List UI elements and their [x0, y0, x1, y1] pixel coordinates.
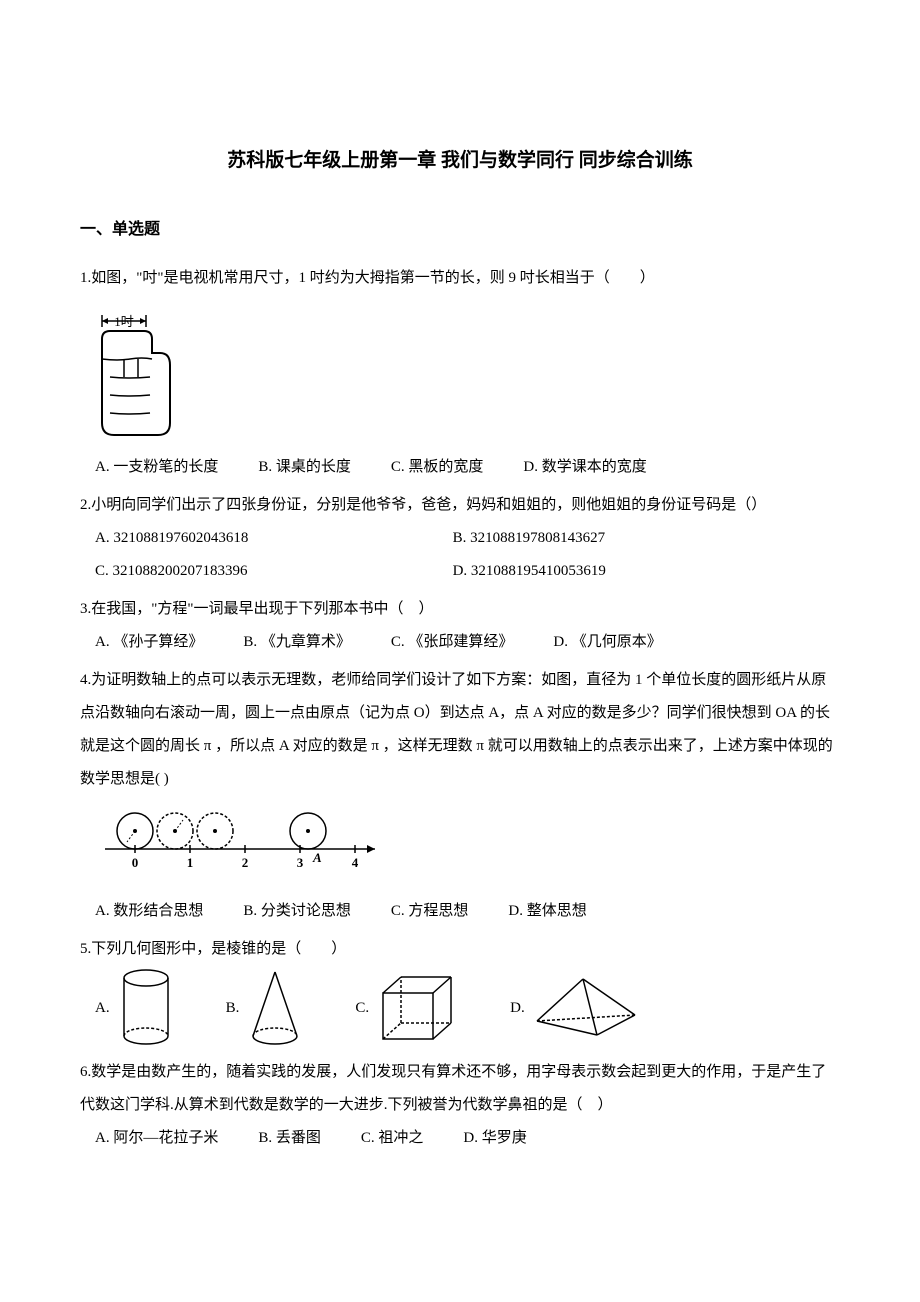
q4-optC: C. 方程思想 — [391, 895, 469, 928]
svg-text:1: 1 — [187, 855, 194, 870]
q5-optB-label: B. — [226, 992, 240, 1025]
svg-text:2: 2 — [242, 855, 249, 870]
pyramid-icon — [531, 973, 641, 1043]
question-6: 6.数学是由数产生的，随着实践的发展，人们发现只有算术还不够，用字母表示数会起到… — [80, 1056, 840, 1155]
svg-text:3: 3 — [297, 855, 304, 870]
q4-optD: D. 整体思想 — [508, 895, 586, 928]
q2-text: 2.小明向同学们出示了四张身份证，分别是他爷爷，爸爸，妈妈和姐姐的，则他姐姐的身… — [80, 489, 840, 522]
svg-text:A: A — [312, 850, 322, 865]
q1-optA: A. 一支粉笔的长度 — [95, 451, 218, 484]
q6-optA: A. 阿尔—花拉子米 — [95, 1122, 218, 1155]
q5-options: A. B. C. — [80, 966, 840, 1051]
q2-options: A. 321088197602043618 B. 321088197808143… — [80, 522, 840, 588]
q2-optD: D. 321088195410053619 — [453, 555, 811, 588]
q4-figure: 0 1 2 3 4 A — [95, 804, 840, 887]
q5-optB: B. — [226, 966, 306, 1051]
q6-text: 6.数学是由数产生的，随着实践的发展，人们发现只有算术还不够，用字母表示数会起到… — [80, 1056, 840, 1122]
q5-optA-label: A. — [95, 992, 110, 1025]
q5-optA: A. — [95, 966, 176, 1051]
q4-text: 4.为证明数轴上的点可以表示无理数，老师给同学们设计了如下方案：如图，直径为 1… — [80, 664, 840, 796]
q3-optA: A. 《孙子算经》 — [95, 626, 203, 659]
q6-optC: C. 祖冲之 — [361, 1122, 424, 1155]
q4-options: A. 数形结合思想 B. 分类讨论思想 C. 方程思想 D. 整体思想 — [80, 895, 840, 928]
q5-optD-label: D. — [510, 992, 525, 1025]
q2-optB: B. 321088197808143627 — [453, 522, 811, 555]
q3-optB: B. 《九章算术》 — [243, 626, 351, 659]
question-5: 5.下列几何图形中，是棱锥的是（ ） A. B. C. — [80, 933, 840, 1051]
q6-options: A. 阿尔—花拉子米 B. 丢番图 C. 祖冲之 D. 华罗庚 — [80, 1122, 840, 1155]
cube-icon — [375, 971, 460, 1046]
q5-optC-label: C. — [355, 992, 369, 1025]
q1-options: A. 一支粉笔的长度 B. 课桌的长度 C. 黑板的宽度 D. 数学课本的宽度 — [80, 451, 840, 484]
q3-optC: C. 《张邱建算经》 — [391, 626, 514, 659]
question-1: 1.如图，"吋"是电视机常用尺寸，1 吋约为大拇指第一节的长，则 9 吋长相当于… — [80, 262, 840, 484]
cone-icon — [245, 966, 305, 1051]
cylinder-icon — [116, 966, 176, 1051]
q2-optA: A. 321088197602043618 — [95, 522, 453, 555]
svg-text:0: 0 — [132, 855, 139, 870]
q4-optA: A. 数形结合思想 — [95, 895, 203, 928]
q1-optC: C. 黑板的宽度 — [391, 451, 484, 484]
question-4: 4.为证明数轴上的点可以表示无理数，老师给同学们设计了如下方案：如图，直径为 1… — [80, 664, 840, 928]
question-2: 2.小明向同学们出示了四张身份证，分别是他爷爷，爸爸，妈妈和姐姐的，则他姐姐的身… — [80, 489, 840, 588]
q1-figure: 1吋 — [80, 303, 840, 443]
q6-optB: B. 丢番图 — [258, 1122, 321, 1155]
q6-optD: D. 华罗庚 — [463, 1122, 526, 1155]
q5-text: 5.下列几何图形中，是棱锥的是（ ） — [80, 933, 840, 966]
q3-options: A. 《孙子算经》 B. 《九章算术》 C. 《张邱建算经》 D. 《几何原本》 — [80, 626, 840, 659]
question-3: 3.在我国，"方程"一词最早出现于下列那本书中（ ） A. 《孙子算经》 B. … — [80, 593, 840, 659]
q5-optC: C. — [355, 971, 460, 1046]
q1-optD: D. 数学课本的宽度 — [523, 451, 646, 484]
q1-text: 1.如图，"吋"是电视机常用尺寸，1 吋约为大拇指第一节的长，则 9 吋长相当于… — [80, 262, 840, 295]
q2-optC: C. 321088200207183396 — [95, 555, 453, 588]
section-heading: 一、单选题 — [80, 212, 840, 247]
q3-optD: D. 《几何原本》 — [553, 626, 661, 659]
page-title: 苏科版七年级上册第一章 我们与数学同行 同步综合训练 — [80, 140, 840, 182]
q3-text: 3.在我国，"方程"一词最早出现于下列那本书中（ ） — [80, 593, 840, 626]
q1-optB: B. 课桌的长度 — [258, 451, 351, 484]
q1-figure-label: 1吋 — [114, 314, 134, 329]
q4-optB: B. 分类讨论思想 — [243, 895, 351, 928]
q5-optD: D. — [510, 973, 641, 1043]
svg-text:4: 4 — [352, 855, 359, 870]
